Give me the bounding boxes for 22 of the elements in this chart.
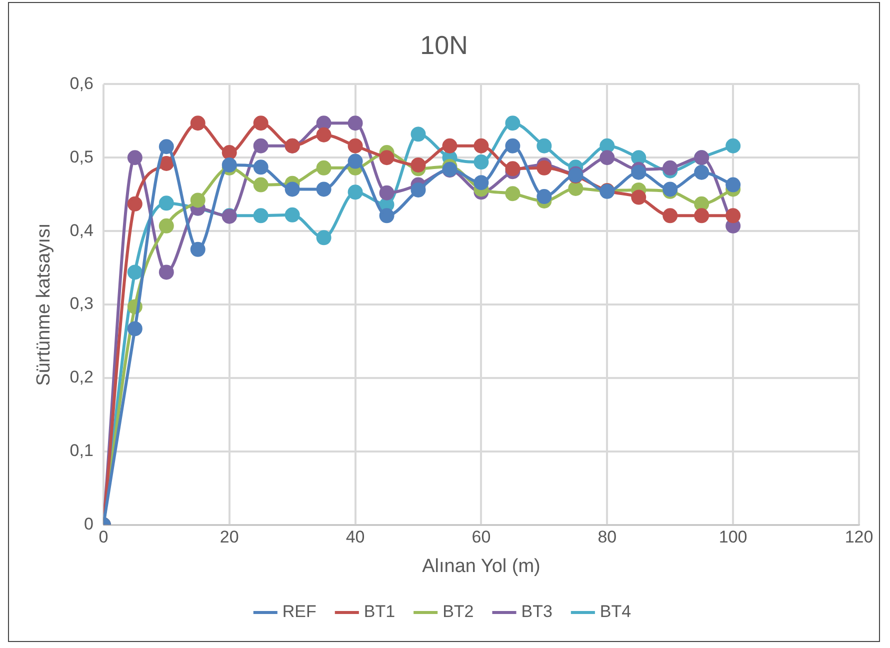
- x-axis-title: Alınan Yol (m): [422, 556, 540, 577]
- x-tick-label: 0: [98, 528, 108, 547]
- legend-label: BT4: [600, 602, 632, 622]
- x-tick-label: 60: [472, 528, 491, 547]
- y-tick-label: 0,6: [70, 74, 94, 93]
- y-tick-label: 0,2: [70, 368, 94, 387]
- x-tick-label: 80: [598, 528, 617, 547]
- y-tick-label: 0,5: [70, 147, 94, 166]
- y-axis-title: Sürtünme katsayısı: [34, 223, 55, 386]
- y-tick-label: 0: [84, 514, 94, 534]
- legend-label: BT1: [364, 602, 396, 622]
- x-tick-label: 120: [844, 528, 874, 547]
- y-tick-label: 0,3: [70, 294, 94, 314]
- legend-label: BT2: [442, 602, 474, 622]
- x-tick-label: 100: [718, 528, 748, 547]
- y-tick-label: 0,1: [70, 441, 94, 460]
- x-tick-label: 40: [346, 528, 365, 547]
- legend-label: BT3: [521, 602, 552, 622]
- chart-title: 10N: [420, 30, 468, 60]
- y-tick-label: 0,4: [70, 220, 94, 240]
- legend-label: REF: [282, 602, 316, 622]
- x-tick-label: 20: [220, 528, 239, 547]
